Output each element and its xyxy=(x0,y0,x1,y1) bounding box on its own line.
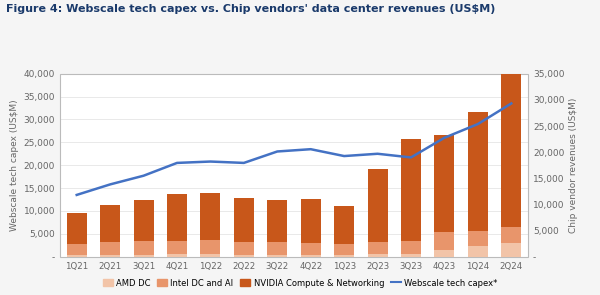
Bar xyxy=(301,242,321,255)
Bar xyxy=(468,112,488,230)
Bar xyxy=(167,254,187,257)
Bar xyxy=(501,68,521,227)
Bar xyxy=(134,200,154,242)
Bar xyxy=(401,241,421,254)
Bar xyxy=(100,242,120,255)
Y-axis label: Webscale tech capex (US$M): Webscale tech capex (US$M) xyxy=(10,99,19,231)
Bar xyxy=(134,255,154,257)
Bar xyxy=(67,255,87,257)
Bar xyxy=(434,250,454,257)
Bar xyxy=(434,232,454,250)
Bar xyxy=(501,227,521,243)
Bar xyxy=(200,240,220,254)
Bar xyxy=(100,205,120,242)
Bar xyxy=(67,213,87,244)
Bar xyxy=(368,169,388,242)
Bar xyxy=(67,244,87,255)
Bar xyxy=(468,246,488,257)
Bar xyxy=(267,255,287,257)
Bar xyxy=(267,200,287,242)
Bar xyxy=(334,255,354,257)
Y-axis label: Chip vendor revenues (US$M): Chip vendor revenues (US$M) xyxy=(569,98,578,233)
Bar xyxy=(334,206,354,244)
Bar xyxy=(301,199,321,242)
Bar xyxy=(100,255,120,257)
Bar xyxy=(234,242,254,255)
Bar xyxy=(267,242,287,255)
Legend: AMD DC, Intel DC and AI, NVIDIA Compute & Networking, Webscale tech capex*: AMD DC, Intel DC and AI, NVIDIA Compute … xyxy=(99,275,501,291)
Bar xyxy=(368,242,388,254)
Bar xyxy=(301,255,321,257)
Text: Figure 4: Webscale tech capex vs. Chip vendors' data center revenues (US$M): Figure 4: Webscale tech capex vs. Chip v… xyxy=(6,4,496,14)
Bar xyxy=(401,254,421,257)
Bar xyxy=(401,139,421,241)
Bar xyxy=(200,254,220,257)
Bar xyxy=(434,135,454,232)
Bar xyxy=(334,244,354,255)
Bar xyxy=(167,241,187,254)
Bar xyxy=(134,242,154,255)
Bar xyxy=(234,198,254,242)
Bar xyxy=(468,230,488,246)
Bar xyxy=(200,193,220,240)
Bar xyxy=(501,243,521,257)
Bar xyxy=(167,194,187,241)
Bar xyxy=(368,254,388,257)
Bar xyxy=(234,255,254,257)
